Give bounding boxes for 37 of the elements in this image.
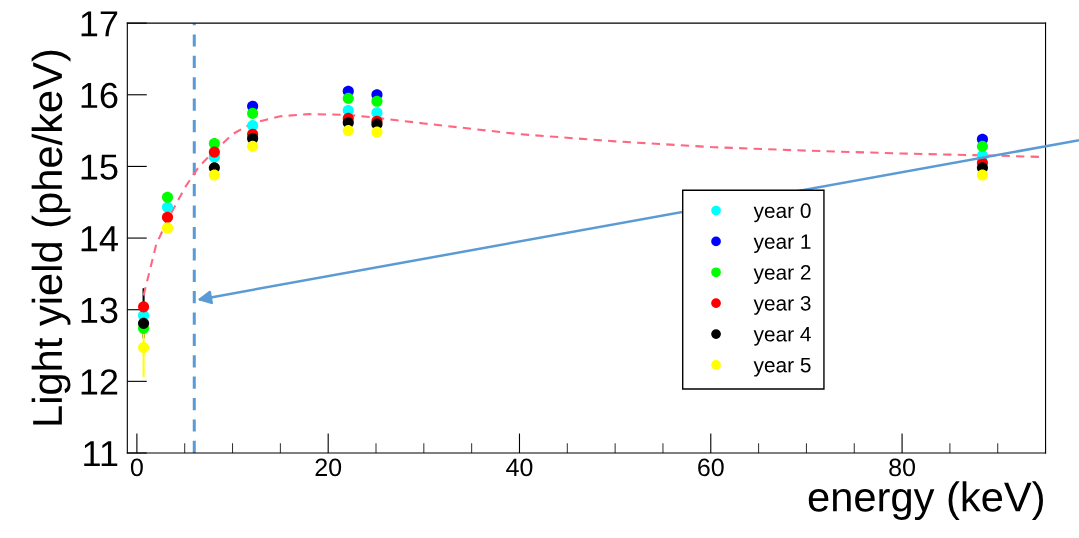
y-tick-label: 17 bbox=[81, 11, 118, 37]
point bbox=[342, 92, 354, 104]
point bbox=[161, 201, 174, 213]
x-tick-label: 0 bbox=[130, 458, 143, 477]
point bbox=[138, 317, 150, 329]
legend-label: year 0 bbox=[753, 203, 811, 223]
point bbox=[138, 342, 150, 354]
x-axis-title: energy (keV) bbox=[808, 481, 1043, 520]
legend-label: year 4 bbox=[753, 327, 811, 346]
point bbox=[161, 191, 174, 203]
point bbox=[247, 140, 259, 152]
point bbox=[342, 125, 354, 137]
point bbox=[161, 211, 174, 223]
legend-label: year 1 bbox=[753, 234, 811, 254]
point bbox=[976, 169, 988, 181]
y-tick-label: 16 bbox=[81, 82, 118, 109]
y-tick-label: 15 bbox=[81, 154, 118, 180]
x-tick-label: 40 bbox=[506, 458, 533, 477]
y-tick-label: 14 bbox=[81, 226, 118, 252]
point bbox=[208, 169, 220, 181]
x-tick-label: 60 bbox=[698, 458, 724, 477]
point bbox=[161, 222, 174, 234]
point bbox=[138, 301, 150, 313]
point bbox=[371, 126, 383, 138]
x-tick-label: 20 bbox=[315, 458, 342, 477]
y-tick-label: 12 bbox=[81, 369, 118, 395]
y-tick-label: 11 bbox=[84, 441, 118, 467]
point bbox=[371, 95, 383, 107]
point bbox=[208, 146, 220, 158]
point bbox=[247, 107, 259, 119]
legend-label: year 2 bbox=[753, 265, 811, 284]
y-axis-title: Light yield (phe/keV) bbox=[31, 50, 71, 425]
point bbox=[976, 140, 988, 152]
x-tick-label: 80 bbox=[889, 458, 916, 477]
legend-label: year 3 bbox=[753, 295, 811, 315]
y-tick-label: 13 bbox=[81, 297, 118, 324]
legend-label: year 5 bbox=[753, 357, 811, 377]
